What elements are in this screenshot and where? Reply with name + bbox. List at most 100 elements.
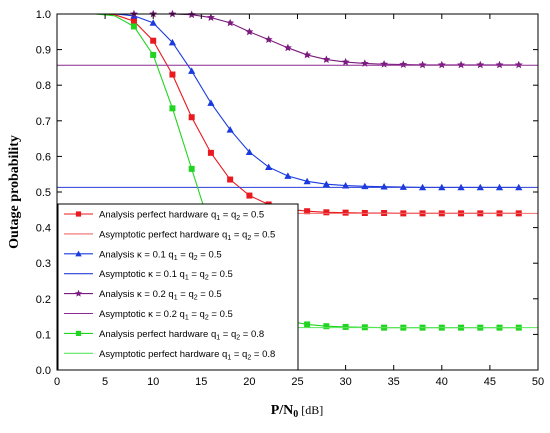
y-tick-label: 0.7 [36, 116, 51, 128]
data-point-star [514, 60, 523, 69]
legend-label-post: = 0.5 [198, 249, 222, 260]
legend-box [57, 203, 299, 371]
data-point-square [150, 51, 157, 58]
legend-label-mid: = q [220, 329, 236, 340]
legend-subscript: 1 [185, 275, 189, 282]
legend-label: Asymptotic κ = 0.2 q1 = q2 = 0.5 [99, 309, 233, 322]
series-2 [57, 12, 523, 191]
x-axis-title: P/N0 [dB] [271, 403, 324, 420]
legend-label-post: = 0.5 [198, 289, 222, 300]
data-point-star [418, 60, 427, 69]
data-point-square [188, 114, 195, 121]
legend-label: Asymptotic perfect hardware q1 = q2 = 0.… [99, 349, 275, 362]
data-point-star [283, 43, 292, 52]
legend-label-pre: Asymptotic κ = 0.2 q [99, 309, 185, 320]
data-point-square [75, 330, 82, 336]
data-point-triangle [342, 181, 350, 189]
data-point-square [150, 37, 157, 44]
data-point-star [206, 13, 215, 21]
data-point-square [130, 18, 137, 25]
data-point-triangle [265, 163, 273, 170]
y-tick-label: 0.6 [36, 151, 51, 163]
legend-label: Analysis κ = 0.2 q1 = q2 = 0.5 [99, 289, 222, 302]
data-point-star [303, 50, 312, 59]
x-tick-label: 45 [484, 376, 496, 388]
legend-subscript: 2 [205, 275, 209, 282]
data-point-square [304, 208, 311, 215]
legend-label: Asymptotic perfect hardware q1 = q2 = 0.… [99, 229, 275, 242]
legend-label-mid: = q [189, 309, 205, 320]
data-point-star [495, 60, 504, 69]
legend-label-pre: Analysis perfect hardware q [99, 329, 216, 340]
legend-label: Analysis perfect hardware q1 = q2 = 0.5 [99, 210, 264, 223]
data-point-square [130, 23, 137, 30]
legend-label-pre: Asymptotic perfect hardware q [99, 349, 227, 360]
legend-subscript: 2 [247, 235, 251, 242]
data-point-star [322, 55, 331, 63]
legend-subscript: 1 [174, 255, 178, 262]
legend-subscript: 2 [247, 354, 251, 361]
data-point-square [207, 149, 214, 156]
legend-label: Analysis perfect hardware q1 = q2 = 0.8 [99, 329, 264, 342]
legend-subscript: 2 [194, 255, 198, 262]
x-tick-label: 5 [102, 376, 108, 388]
data-point-star [341, 57, 350, 66]
y-axis-title: Outage probability [7, 135, 22, 249]
legend-subscript: 2 [205, 315, 209, 322]
y-tick-label: 0.0 [36, 365, 51, 377]
data-point-triangle [284, 172, 292, 179]
y-tick-label: 0.4 [36, 223, 51, 235]
legend-label-mid: = q [231, 349, 247, 360]
legend-label-pre: Analysis κ = 0.2 q [99, 289, 174, 300]
legend-subscript: 1 [185, 315, 189, 322]
data-point-triangle [399, 183, 407, 190]
legend-subscript: 2 [194, 295, 198, 302]
legend-entry: Asymptotic κ = 0.1 q1 = q2 = 0.5 [64, 269, 233, 282]
data-point-star [74, 289, 83, 297]
data-point-triangle [75, 250, 82, 257]
x-tick-label: 50 [532, 376, 544, 388]
y-tick-label: 0.2 [36, 294, 51, 306]
legend-subscript: 1 [227, 235, 231, 242]
data-point-square [342, 323, 349, 330]
y-tick-label: 0.3 [36, 258, 51, 270]
x-axis-title-sub: 0 [293, 409, 298, 420]
legend-subscript: 1 [174, 295, 178, 302]
legend-label: Asymptotic κ = 0.1 q1 = q2 = 0.5 [99, 269, 233, 282]
y-tick-label: 0.8 [36, 80, 51, 92]
data-point-star [226, 18, 235, 27]
legend-label-post: = 0.5 [240, 210, 264, 221]
data-point-square [246, 192, 253, 199]
x-axis-title-main: P/N [271, 403, 294, 418]
data-point-triangle [226, 126, 234, 133]
legend-subscript: 1 [216, 215, 220, 222]
x-tick-label: 20 [243, 376, 255, 388]
series-0 [57, 13, 522, 217]
data-point-square [304, 321, 311, 328]
data-point-star [380, 60, 389, 68]
legend-entry: Analysis κ = 0.1 q1 = q2 = 0.5 [64, 249, 222, 262]
data-point-star [264, 35, 273, 44]
data-point-square [188, 165, 195, 172]
series-line [57, 13, 519, 188]
legend-label-mid: = q [231, 229, 247, 240]
x-tick-label: 0 [54, 376, 60, 388]
data-point-triangle [168, 38, 177, 46]
legend-label-post: = 0.8 [251, 349, 275, 360]
legend-label-post: = 0.5 [209, 269, 233, 280]
legend-subscript: 2 [236, 334, 240, 341]
legend-label-mid: = q [178, 289, 194, 300]
legend-label-post: = 0.5 [209, 309, 233, 320]
legend: Analysis perfect hardware q1 = q2 = 0.5A… [57, 203, 299, 371]
y-tick-label: 0.1 [36, 329, 51, 341]
data-point-triangle [303, 177, 311, 185]
data-point-square [323, 209, 330, 216]
data-point-triangle [322, 180, 330, 188]
x-tick-label: 15 [195, 376, 207, 388]
data-point-triangle [380, 183, 388, 190]
x-tick-label: 30 [339, 376, 351, 388]
legend-subscript: 2 [236, 215, 240, 222]
data-point-star [457, 60, 466, 69]
y-tick-label: 0.9 [36, 45, 51, 57]
